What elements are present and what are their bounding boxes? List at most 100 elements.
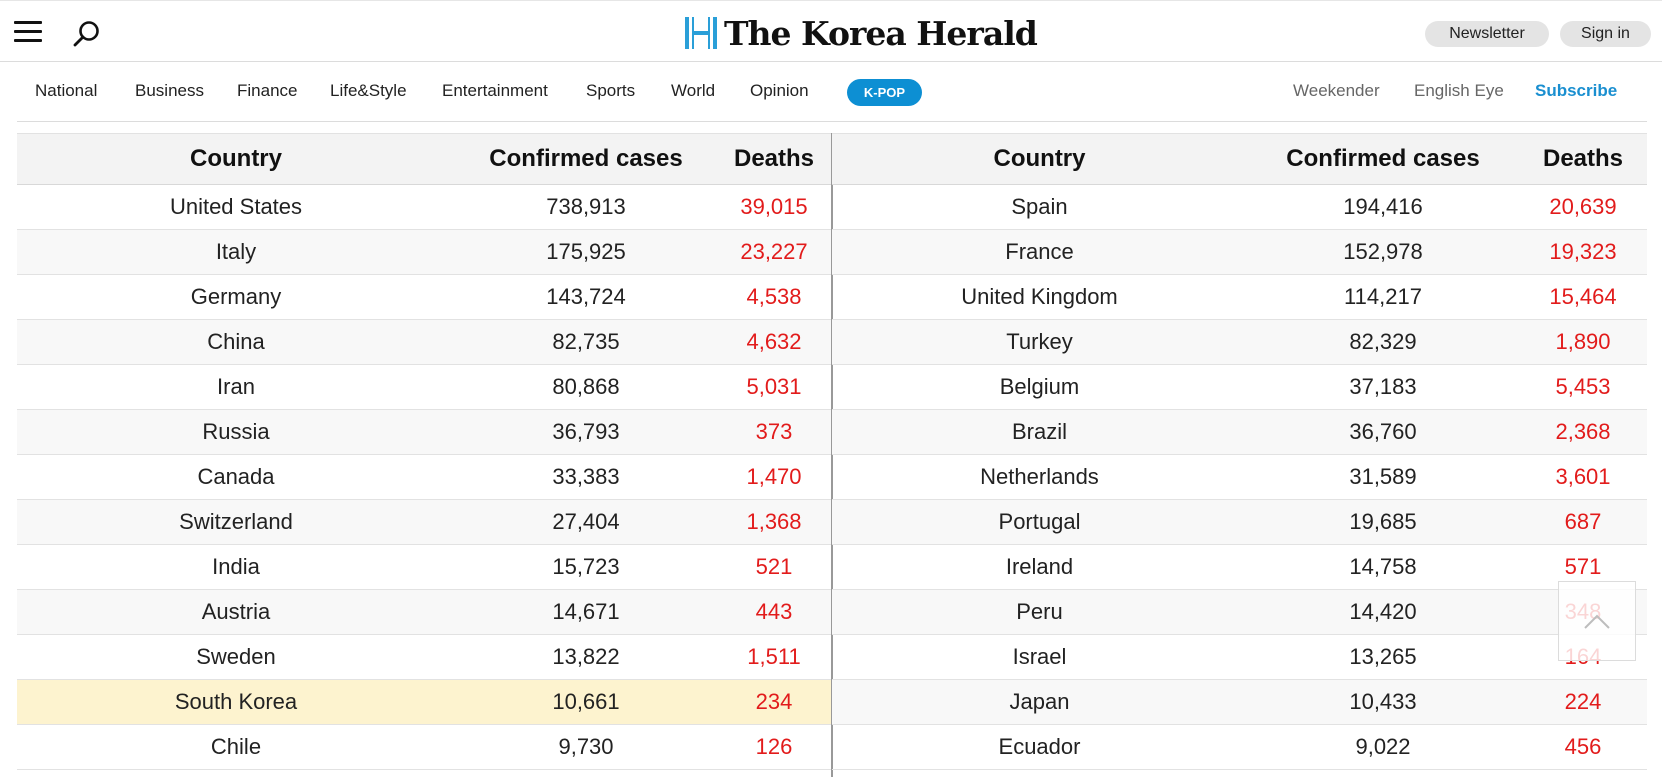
country-cell: Ireland [1005, 554, 1074, 579]
main-nav: National Business Finance Life&Style Ent… [17, 62, 1647, 122]
confirmed-cases-cell: 10,433 [1349, 689, 1417, 714]
country-cell: India [212, 554, 260, 579]
country-cell: Netherlands [980, 464, 1099, 489]
confirmed-cases-cell: 175,925 [546, 239, 626, 264]
confirmed-cases-cell: 738,913 [546, 194, 626, 219]
confirmed-cases-cell: 143,724 [546, 284, 626, 309]
nav-item-entertainment[interactable]: Entertainment [442, 81, 548, 100]
column-header-country: Country [993, 145, 1086, 172]
table-row: Ecuador 9,022 456 [832, 725, 1647, 770]
column-header-country: Country [190, 145, 282, 172]
deaths-cell: 2,368 [1555, 419, 1611, 444]
column-header-deaths: Deaths [1542, 145, 1624, 172]
table-row: Portugal 19,685 687 [832, 500, 1647, 545]
confirmed-cases-cell: 80,868 [552, 374, 620, 399]
confirmed-cases-cell: 36,760 [1349, 419, 1417, 444]
nav-item-weekender[interactable]: Weekender [1293, 81, 1380, 100]
country-cell: Japan [1009, 689, 1070, 714]
logo-text: The Korea Herald [724, 13, 1038, 53]
korea-herald-logo-icon [685, 17, 717, 49]
country-cell: Peru [1016, 599, 1063, 624]
country-cell: Austria [201, 599, 271, 624]
confirmed-cases-cell: 114,217 [1344, 284, 1422, 309]
country-cell: Spain [1011, 194, 1068, 219]
nav-item-kpop[interactable]: K-POP [847, 79, 922, 106]
deaths-cell: 1,470 [746, 464, 802, 489]
confirmed-cases-cell: 27,404 [552, 509, 620, 534]
scroll-to-top-button[interactable] [1558, 581, 1636, 661]
nav-item-life-style[interactable]: Life&Style [330, 81, 407, 100]
country-cell: Israel [1012, 644, 1067, 669]
country-cell: Chile [210, 734, 262, 759]
table-row: Chile 9,730 126 [17, 725, 831, 770]
country-cell: Italy [215, 239, 257, 264]
country-cell: Iran [217, 374, 255, 399]
deaths-cell: 4,632 [746, 329, 802, 354]
nav-item-opinion[interactable]: Opinion [750, 81, 809, 100]
newsletter-button[interactable]: Newsletter [1425, 21, 1549, 47]
deaths-cell: 19,323 [1549, 239, 1617, 264]
table-row: Canada 33,383 1,470 [17, 455, 831, 500]
deaths-cell: 23,227 [740, 239, 808, 264]
table-row: France 152,978 19,323 [832, 230, 1647, 275]
confirmed-cases-cell: 194,416 [1343, 194, 1423, 219]
deaths-cell: 443 [755, 599, 793, 624]
table-header-row: Country Confirmed cases Deaths [832, 133, 1647, 185]
search-icon[interactable] [72, 19, 102, 49]
country-cell: United Kingdom [961, 284, 1118, 309]
table-row: United States 738,913 39,015 [17, 185, 831, 230]
confirmed-cases-cell: 152,978 [1343, 239, 1423, 264]
subscribe-link[interactable]: Subscribe [1535, 81, 1618, 100]
nav-item-world[interactable]: World [671, 81, 716, 100]
table-row: Brazil 36,760 2,368 [832, 410, 1647, 455]
country-cell: United States [169, 194, 303, 219]
deaths-cell: 4,538 [746, 284, 802, 309]
confirmed-cases-cell: 14,758 [1349, 554, 1417, 579]
table-divider [831, 133, 833, 777]
confirmed-cases-cell: 14,671 [552, 599, 620, 624]
nav-item-finance[interactable]: Finance [237, 81, 298, 100]
confirmed-cases-cell: 13,822 [552, 644, 620, 669]
deaths-cell: 5,031 [746, 374, 802, 399]
country-cell: Belgium [999, 374, 1080, 399]
deaths-cell: 5,453 [1555, 374, 1611, 399]
confirmed-cases-cell: 9,730 [558, 734, 614, 759]
confirmed-cases-cell: 19,685 [1349, 509, 1417, 534]
deaths-cell: 571 [1564, 554, 1602, 579]
table-row: Switzerland 27,404 1,368 [17, 500, 831, 545]
sign-in-button[interactable]: Sign in [1560, 21, 1651, 47]
deaths-cell: 687 [1564, 509, 1602, 534]
table-row: South Korea 10,661 234 [17, 680, 831, 725]
table-row: Japan 10,433 224 [832, 680, 1647, 725]
nav-item-business[interactable]: Business [135, 81, 204, 100]
nav-item-sports[interactable]: Sports [586, 81, 636, 100]
country-cell: China [207, 329, 265, 354]
table-row: Russia 36,793 373 [17, 410, 831, 455]
menu-icon[interactable] [14, 21, 42, 43]
table-header-row: Country Confirmed cases Deaths [17, 133, 831, 185]
confirmed-cases-cell: 33,383 [552, 464, 620, 489]
confirmed-cases-cell: 14,420 [1349, 599, 1417, 624]
confirmed-cases-cell: 15,723 [552, 554, 620, 579]
table-right-half: Country Confirmed cases Deaths Spain 194,… [832, 133, 1647, 770]
country-cell: Brazil [1011, 419, 1067, 444]
site-logo[interactable]: The Korea Herald [684, 13, 1038, 53]
table-row: Belgium 37,183 5,453 [832, 365, 1647, 410]
nav-item-national[interactable]: National [35, 81, 98, 100]
table-row: Turkey 82,329 1,890 [832, 320, 1647, 365]
deaths-cell: 1,368 [746, 509, 802, 534]
table-row: Austria 14,671 443 [17, 590, 831, 635]
table-row: Spain 194,416 20,639 [832, 185, 1647, 230]
nav-item-english-eye[interactable]: English Eye [1414, 81, 1504, 100]
confirmed-cases-cell: 13,265 [1349, 644, 1417, 669]
covid-cases-table: Country Confirmed cases Deaths United St… [17, 133, 1647, 777]
country-cell: South Korea [174, 689, 298, 714]
table-row: Netherlands 31,589 3,601 [832, 455, 1647, 500]
table-row: Ireland 14,758 571 [832, 545, 1647, 590]
confirmed-cases-cell: 82,735 [552, 329, 620, 354]
deaths-cell: 15,464 [1549, 284, 1617, 309]
column-header-deaths: Deaths [733, 145, 815, 172]
deaths-cell: 20,639 [1549, 194, 1617, 219]
deaths-cell: 521 [755, 554, 793, 579]
deaths-cell: 1,890 [1555, 329, 1611, 354]
